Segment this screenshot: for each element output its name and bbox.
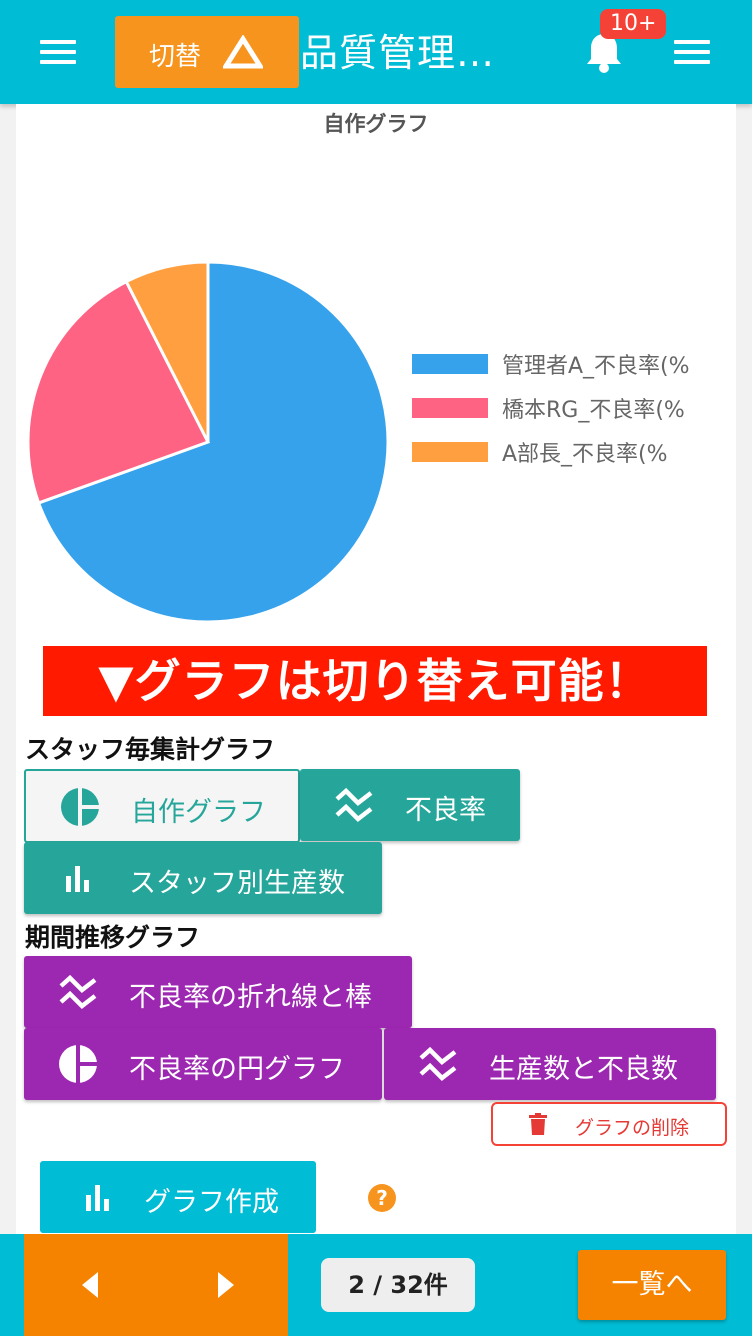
triangle-up-icon [223, 35, 263, 69]
production-defect-label: 生産数と不良数 [489, 1054, 678, 1085]
notification-badge: 10+ [600, 9, 667, 39]
switch-button[interactable]: 切替 [115, 16, 299, 88]
delete-graph-button[interactable]: グラフの削除 [491, 1102, 727, 1146]
legend-swatch [412, 354, 488, 374]
bell-icon[interactable] [584, 30, 624, 74]
right-menu-icon[interactable] [672, 34, 712, 70]
help-icon[interactable]: ? [367, 1183, 397, 1213]
delete-graph-label: グラフの削除 [575, 1117, 690, 1139]
wave-icon [59, 974, 97, 1009]
legend-swatch [412, 442, 488, 462]
bar-chart-icon [86, 1185, 109, 1211]
line-bar-graph-button[interactable]: 不良率の折れ線と棒 [24, 956, 412, 1028]
pie-chart-icon [61, 787, 100, 827]
svg-text:?: ? [376, 1186, 388, 1210]
switch-banner: ▼グラフは切り替え可能！ [43, 646, 707, 716]
pie-slice [26, 279, 211, 505]
left-menu-icon[interactable] [38, 34, 78, 70]
legend-label: 管理者A_不良率(% [502, 354, 690, 379]
defect-pie-graph-button[interactable]: 不良率の円グラフ [24, 1028, 382, 1100]
legend-label: A部長_不良率(% [502, 442, 668, 467]
pager-count: 2 / 32件 [321, 1258, 475, 1312]
wave-icon [419, 1046, 457, 1081]
defect-pie-graph-label: 不良率の円グラフ [129, 1054, 345, 1085]
prev-arrow-icon[interactable] [76, 1268, 106, 1302]
create-graph-label: グラフ作成 [144, 1187, 279, 1218]
create-graph-button[interactable]: グラフ作成 [40, 1161, 316, 1233]
bar-chart-icon [66, 866, 89, 892]
legend-label: 橋本RG_不良率(% [502, 398, 685, 423]
chart-title: 自作グラフ [323, 112, 429, 136]
period-section-title: 期間推移グラフ [25, 923, 201, 952]
custom-graph-button[interactable]: 自作グラフ [24, 769, 300, 843]
staff-production-label: スタッフ別生産数 [129, 868, 345, 899]
next-arrow-icon[interactable] [210, 1268, 240, 1302]
staff-section-title: スタッフ毎集計グラフ [25, 735, 276, 764]
pie-slice [124, 260, 210, 443]
line-bar-graph-label: 不良率の折れ線と棒 [129, 982, 372, 1013]
pie-chart [26, 260, 390, 624]
list-button[interactable]: 一覧へ [578, 1250, 726, 1320]
defect-rate-button[interactable]: 不良率 [300, 769, 520, 841]
staff-production-button[interactable]: スタッフ別生産数 [24, 842, 382, 914]
switch-button-label: 切替 [149, 42, 202, 72]
wave-icon [335, 787, 373, 822]
production-defect-button[interactable]: 生産数と不良数 [384, 1028, 716, 1100]
pager-nav [24, 1234, 288, 1336]
trash-icon [529, 1113, 547, 1135]
legend-swatch [412, 398, 488, 418]
page-title: 品質管理… [300, 31, 496, 75]
defect-rate-label: 不良率 [405, 795, 486, 826]
custom-graph-label: 自作グラフ [131, 797, 266, 828]
pie-slice [36, 260, 390, 624]
pie-chart-icon [59, 1044, 98, 1084]
